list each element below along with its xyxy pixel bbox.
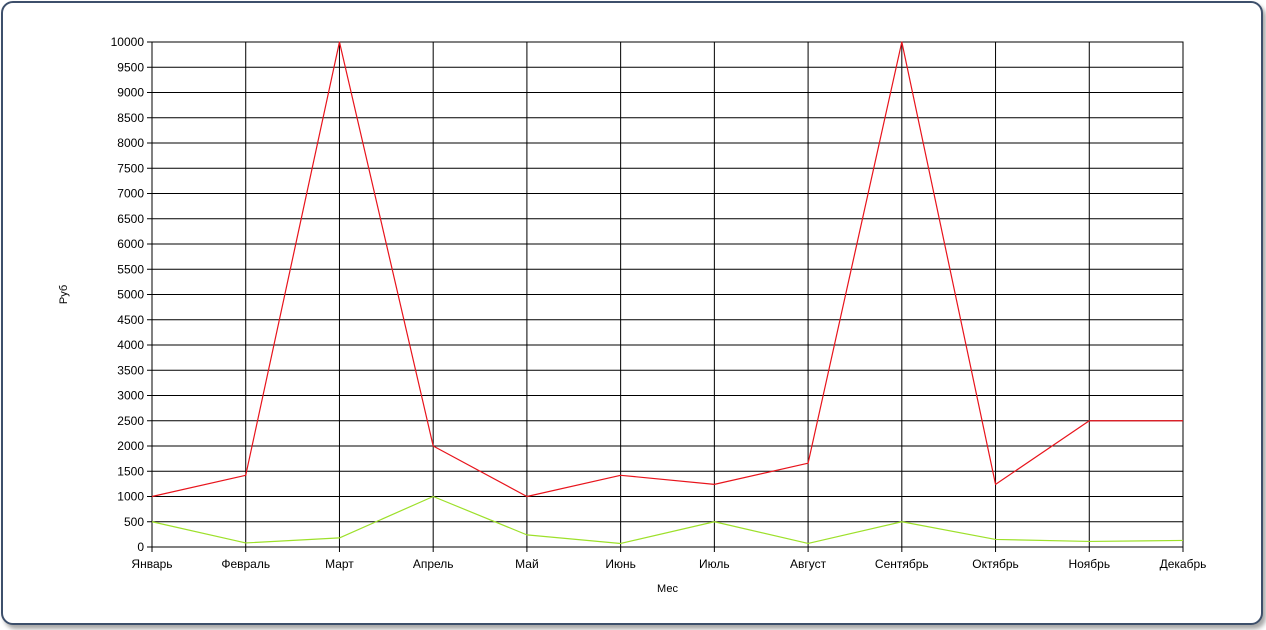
y-tick-label: 6500	[117, 212, 144, 226]
y-tick-label: 0	[137, 540, 144, 554]
x-axis-title: Мес	[657, 583, 678, 595]
chart-grid	[147, 41, 1184, 552]
chart-series	[151, 41, 1184, 545]
y-tick-label: 10000	[111, 35, 145, 49]
y-tick-label: 3000	[117, 389, 144, 403]
y-tick-label: 8500	[117, 111, 144, 125]
x-tick-label: Ноябрь	[1068, 557, 1110, 571]
plot-area-border	[151, 41, 1184, 548]
y-tick-label: 5500	[117, 262, 144, 276]
x-tick-labels: Январь Февраль Март Апрель Май Июнь Июль Август…	[131, 557, 1206, 571]
x-tick-label: Сентябрь	[875, 557, 929, 571]
y-tick-label: 4500	[117, 313, 144, 327]
y-tick-label: 1000	[117, 490, 144, 504]
x-tick-label: Декабрь	[1160, 557, 1207, 571]
y-tick-labels: 0 500 1000 1500 2000 2500 3000 3500 4000 4500 5000…	[111, 35, 145, 554]
x-tick-label: Апрель	[413, 557, 454, 571]
y-tick-label: 1500	[117, 464, 144, 478]
x-tick-label: Январь	[131, 557, 172, 571]
x-tick-label: Октябрь	[972, 557, 1019, 571]
y-tick-label: 9500	[117, 60, 144, 74]
y-tick-label: 2000	[117, 439, 144, 453]
y-tick-label: 7500	[117, 161, 144, 175]
y-axis-title: Руб	[58, 285, 70, 304]
x-tick-label: Июль	[699, 557, 730, 571]
y-tick-label: 8000	[117, 136, 144, 150]
y-tick-label: 5000	[117, 288, 144, 302]
x-tick-label: Февраль	[221, 557, 270, 571]
y-tick-label: 4000	[117, 338, 144, 352]
y-tick-label: 3500	[117, 363, 144, 377]
x-tick-label: Март	[325, 557, 354, 571]
y-tick-label: 500	[124, 515, 144, 529]
y-tick-label: 6000	[117, 237, 144, 251]
series-line-2	[151, 495, 1184, 545]
y-tick-label: 7000	[117, 187, 144, 201]
x-tick-label: Август	[790, 557, 827, 571]
x-tick-label: Июнь	[605, 557, 636, 571]
x-tick-label: Май	[515, 557, 539, 571]
series-line-1	[151, 41, 1183, 498]
y-tick-label: 2500	[117, 414, 144, 428]
y-tick-label: 9000	[117, 86, 144, 100]
